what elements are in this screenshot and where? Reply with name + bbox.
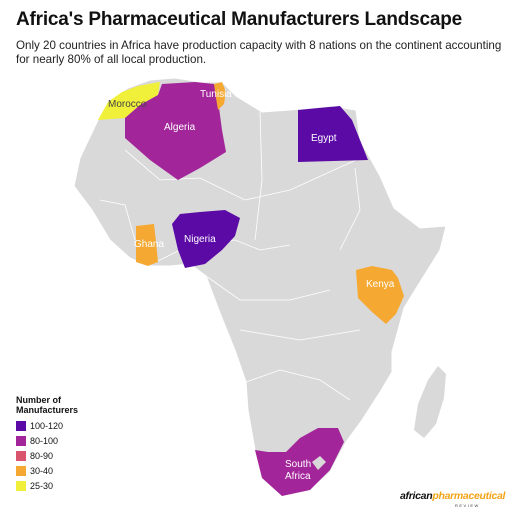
legend: Number of Manufacturers 100-120 80-100 8… [16, 395, 166, 493]
country-borders [99, 111, 361, 401]
country-morocco[interactable] [98, 82, 160, 120]
brand-part1: african [400, 490, 433, 502]
legend-item: 25-30 [16, 478, 166, 493]
country-labels: Morocco Algeria Tunisia Egypt Nigeria Gh… [108, 89, 395, 482]
country-tunisia[interactable] [214, 82, 226, 110]
country-algeria[interactable] [125, 82, 226, 180]
label-south-africa-line2: Africa [285, 471, 311, 482]
legend-label: 100-120 [30, 420, 64, 431]
country-ghana[interactable] [136, 224, 158, 266]
label-nigeria: Nigeria [184, 234, 216, 245]
brand-logo: africanpharmaceutical [400, 490, 505, 502]
label-morocco: Morocco [108, 99, 147, 110]
label-egypt: Egypt [311, 133, 337, 144]
brand-part2: pharmaceutical [432, 490, 506, 502]
label-tunisia: Tunisia [200, 89, 232, 100]
legend-item: 80-100 [16, 433, 166, 448]
legend-swatch [16, 420, 26, 431]
legend-label: 80-100 [30, 435, 59, 446]
legend-item: 80-90 [16, 448, 166, 463]
label-south-africa-line1: South [285, 459, 311, 470]
madagascar [414, 366, 446, 438]
country-egypt[interactable] [298, 106, 368, 162]
legend-swatch [16, 435, 26, 446]
map-subtitle: Only 20 countries in Africa have product… [16, 39, 502, 66]
legend-label: 25-30 [30, 480, 54, 491]
label-algeria: Algeria [164, 122, 196, 133]
legend-swatch [16, 450, 26, 461]
legend-label: 30-40 [30, 465, 54, 476]
legend-item: 100-120 [16, 418, 166, 433]
label-ghana: Ghana [134, 239, 164, 250]
legend-label: 80-90 [30, 450, 54, 461]
legend-title: Number of Manufacturers [16, 395, 79, 415]
africa-landmass [73, 77, 447, 497]
map-title: Africa's Pharmaceutical Manufacturers La… [16, 9, 463, 30]
legend-swatch [16, 480, 26, 491]
country-south-africa[interactable] [255, 428, 344, 496]
legend-item: 30-40 [16, 463, 166, 478]
country-kenya[interactable] [356, 266, 404, 324]
label-kenya: Kenya [366, 279, 395, 290]
legend-swatch [16, 465, 26, 476]
lesotho [312, 456, 326, 470]
brand-subtitle: REVIEW [455, 503, 480, 508]
country-nigeria[interactable] [172, 210, 240, 268]
